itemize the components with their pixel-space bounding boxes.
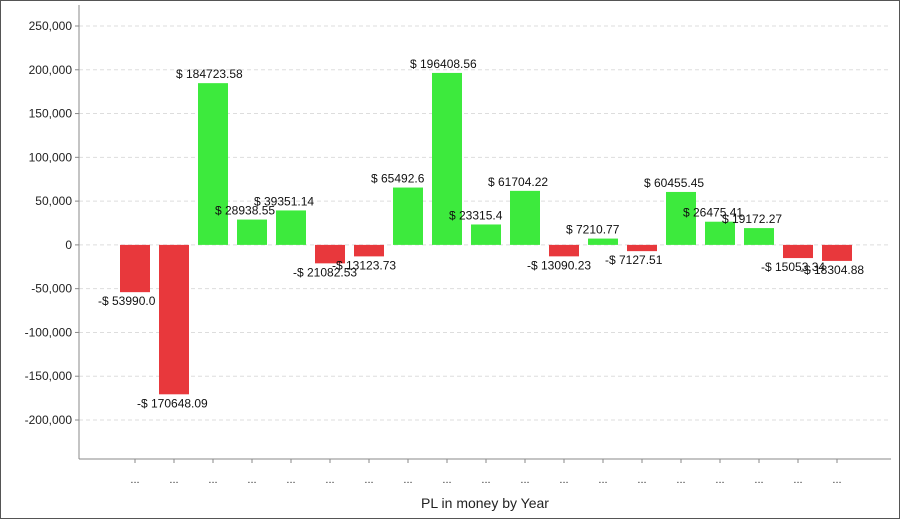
bar-data-label: -$ 53990.0	[98, 294, 156, 308]
x-tick-label: ...	[208, 474, 217, 486]
bar[interactable]	[666, 191, 696, 245]
bar[interactable]	[705, 221, 735, 245]
x-tick-label: ...	[442, 474, 451, 486]
bar[interactable]	[354, 244, 384, 257]
x-tick-label: ...	[286, 474, 295, 486]
bar-data-label: -$ 7127.51	[605, 253, 663, 267]
bar-data-label: $ 61704.22	[488, 175, 548, 189]
bar[interactable]	[120, 244, 150, 293]
bar[interactable]	[471, 224, 501, 245]
y-tick-label: 200,000	[29, 63, 73, 77]
bar[interactable]	[159, 244, 189, 395]
bar[interactable]	[744, 228, 774, 245]
bar[interactable]	[510, 190, 540, 245]
bars	[120, 72, 852, 395]
x-tick-label: ...	[637, 474, 646, 486]
x-tick-label: ...	[754, 474, 763, 486]
bar[interactable]	[237, 219, 267, 245]
bar-data-label: $ 26475.41	[683, 206, 743, 220]
bar-data-label: $ 65492.6	[371, 172, 425, 186]
y-tick-label: 150,000	[29, 107, 73, 121]
y-axis: 250,000 200,000 150,000 100,000 50,000 0 -50,0…	[25, 5, 80, 459]
bar-data-label: -$ 13090.23	[527, 258, 591, 272]
y-tick-label: -200,000	[25, 413, 73, 427]
bar-data-label: -$ 21082.53	[293, 265, 357, 279]
bar[interactable]	[588, 238, 618, 245]
x-tick-label: ...	[520, 474, 529, 486]
bar-data-label: -$ 13123.73	[332, 258, 396, 272]
x-tick-label: ...	[130, 474, 139, 486]
bar[interactable]	[783, 244, 813, 259]
x-tick-label: ...	[325, 474, 334, 486]
y-tick-label: 0	[65, 238, 72, 252]
bar-data-label: $ 28938.55	[215, 204, 275, 218]
bar[interactable]	[549, 244, 579, 257]
x-tick-label: ...	[364, 474, 373, 486]
y-tick-label: -50,000	[31, 282, 72, 296]
bar-data-label: $ 60455.45	[644, 176, 704, 190]
x-axis-title: PL in money by Year	[421, 495, 549, 511]
x-tick-label: ...	[832, 474, 841, 486]
bar-data-label: $ 184723.58	[176, 67, 243, 81]
y-tick-label: -100,000	[25, 325, 73, 339]
y-tick-label: 100,000	[29, 150, 73, 164]
y-tick-label: -150,000	[25, 369, 73, 383]
bar[interactable]	[432, 72, 462, 245]
bar[interactable]	[822, 244, 852, 261]
bar[interactable]	[198, 83, 228, 245]
bar-data-label: $ 19172.27	[722, 212, 782, 226]
x-tick-label: ...	[559, 474, 568, 486]
x-tick-label: ...	[481, 474, 490, 486]
bar-data-label: -$ 170648.09	[137, 396, 208, 410]
bar-data-label: $ 23315.4	[449, 208, 503, 222]
x-tick-label: ...	[715, 474, 724, 486]
bar-data-label: $ 7210.77	[566, 223, 620, 237]
x-axis: ........................................…	[79, 458, 891, 486]
y-tick-label: 50,000	[35, 194, 72, 208]
bar-data-label: $ 196408.56	[410, 57, 477, 71]
x-tick-label: ...	[403, 474, 412, 486]
x-tick-label: ...	[247, 474, 256, 486]
data-labels: -$ 53990.0 -$ 170648.09 $ 184723.58 $ 28938…	[98, 57, 864, 410]
x-tick-label: ...	[169, 474, 178, 486]
y-tick-label: 250,000	[29, 19, 73, 33]
x-tick-label: ...	[676, 474, 685, 486]
bar-data-label: -$ 18304.88	[800, 263, 864, 277]
x-tick-label: ...	[598, 474, 607, 486]
x-tick-label: ...	[793, 474, 802, 486]
bar[interactable]	[393, 187, 423, 245]
bar[interactable]	[315, 244, 345, 264]
bar[interactable]	[276, 210, 306, 245]
bar[interactable]	[627, 244, 657, 252]
bar-data-label: $ 39351.14	[254, 194, 314, 208]
bar-data-label: -$ 15053.34	[761, 260, 825, 274]
